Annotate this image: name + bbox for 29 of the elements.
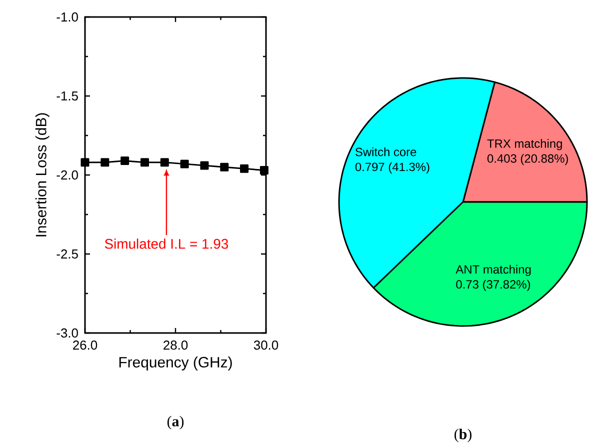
y-tick-label: -3.0 [56,328,78,338]
point [140,158,149,167]
point [120,156,130,166]
annotation: Simulated I.L = 1.93 [104,238,228,249]
x-tick-label: 26.0 [73,340,98,350]
y-tick-label: -1.0 [56,12,78,22]
point [200,161,209,170]
text: (a) [167,416,184,430]
y-tick-label: -2.0 [56,170,78,180]
x-tick-label: 28.0 [164,340,188,350]
text: (b) [454,428,472,442]
x-tick-label: 30.0 [254,340,278,350]
y-tick-label: -1.5 [56,91,78,101]
slice-label: TRX matching [487,139,562,150]
data-label: 0.73 (37.82%) [456,280,530,291]
slice-label: Switch core [355,147,416,156]
slice-label: ANT matching [456,264,531,276]
y-tick-label: -2.5 [56,249,78,259]
y-axis-title: Insertion Loss (dB) [35,113,50,236]
point [80,158,90,167]
point [240,164,249,173]
point [180,160,189,168]
point [220,162,229,172]
data-label: 0.797 (41.3%) [355,162,430,174]
x-axis-title: Frequency (GHz) [119,356,232,370]
point [100,158,110,167]
point [260,166,268,175]
point [160,158,169,167]
data-label: 0.403 (20.88%) [487,154,568,166]
